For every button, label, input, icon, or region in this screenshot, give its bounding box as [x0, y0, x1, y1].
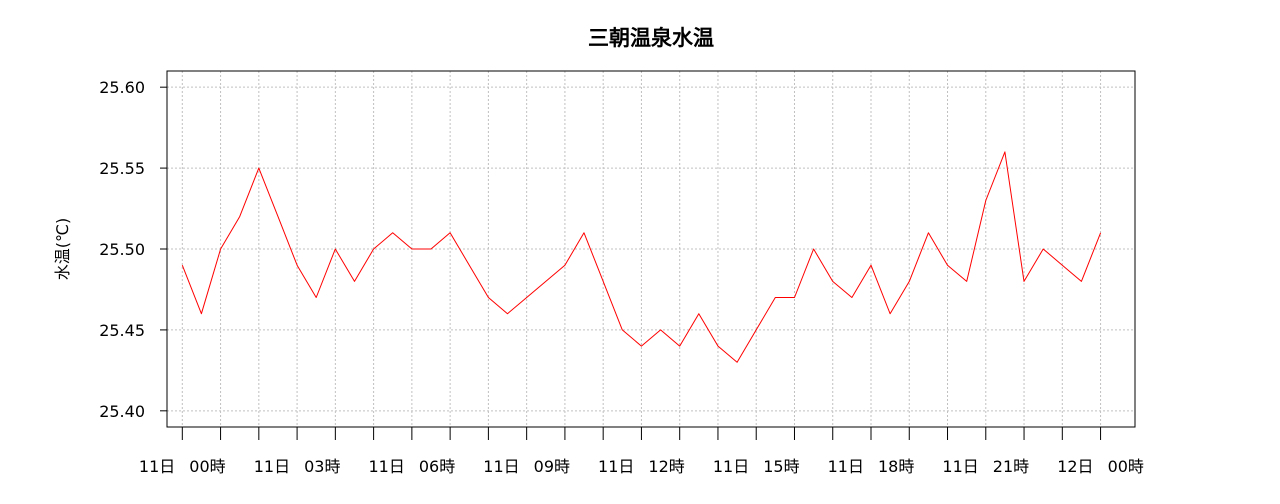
x-tick-label: 11日 06時 [368, 457, 455, 476]
x-tick-label: 11日 03時 [254, 457, 341, 476]
y-axis-label: 水温(℃) [53, 218, 72, 280]
x-tick-label: 11日 21時 [942, 457, 1029, 476]
y-tick-label: 25.60 [99, 78, 145, 97]
y-tick-label: 25.40 [99, 402, 145, 421]
y-axis: 25.40 25.45 25.50 25.55 25.60 [99, 78, 167, 421]
x-tick-label: 11日 00時 [139, 457, 226, 476]
y-tick-label: 25.50 [99, 240, 145, 259]
x-axis: 11日 00時 11日 03時 11日 06時 11日 09時 11日 12時 11日 15時 11日 1… [139, 427, 1144, 476]
x-tick-label: 11日 09時 [483, 457, 570, 476]
series-line [181, 151, 1102, 363]
series-layer [181, 151, 1102, 363]
x-tick-label: 11日 12時 [598, 457, 685, 476]
y-tick-label: 25.45 [99, 321, 145, 340]
x-tick-label: 12日 00時 [1057, 457, 1144, 476]
x-tick-label: 11日 18時 [828, 457, 915, 476]
y-tick-label: 25.55 [99, 159, 145, 178]
grid [167, 71, 1135, 427]
x-tick-label: 11日 15時 [713, 457, 800, 476]
chart-title: 三朝温泉水温 [588, 26, 714, 50]
